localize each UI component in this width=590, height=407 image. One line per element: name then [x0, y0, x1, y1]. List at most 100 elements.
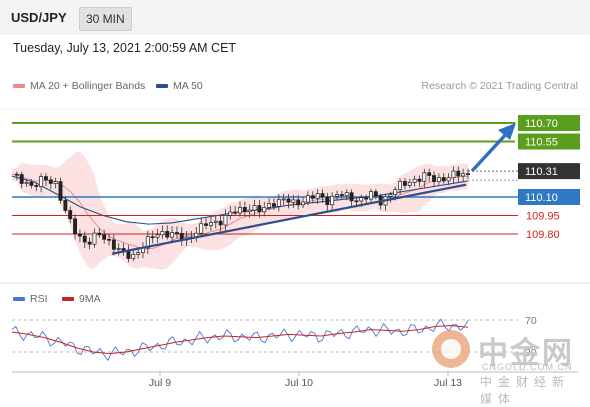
candle-body: [320, 193, 325, 198]
candle-body: [267, 203, 272, 208]
candle-body: [398, 181, 403, 190]
candle-body: [335, 194, 339, 197]
candle-body: [393, 189, 398, 195]
candle: [223, 209, 228, 231]
candle: [87, 237, 92, 250]
candle: [92, 228, 97, 248]
candle: [53, 177, 58, 189]
chart-datetime: Tuesday, July 13, 2021 2:00:59 AM CET: [13, 41, 237, 55]
timeframe-button[interactable]: 30 MIN: [79, 7, 132, 31]
candle: [174, 226, 179, 239]
legend-rsi: RSI: [13, 293, 48, 305]
candle-body: [301, 201, 306, 206]
symbol-label: USD/JPY: [11, 10, 67, 25]
candle: [349, 189, 354, 207]
candle-body: [39, 176, 44, 187]
x-tick-label-1: Jul 10: [285, 377, 313, 389]
candle-body: [150, 236, 155, 239]
candle: [238, 201, 242, 217]
legend-ma20: MA 20 + Bollinger Bands: [13, 80, 145, 92]
ma50-swatch: [156, 84, 168, 89]
candle-body: [19, 174, 24, 184]
candle: [446, 173, 451, 186]
candle: [422, 168, 427, 188]
candle-body: [339, 194, 344, 196]
candle: [320, 189, 325, 203]
candle-body: [296, 199, 301, 206]
candle-body: [354, 200, 359, 203]
candle-body: [446, 177, 451, 182]
candle-body: [272, 203, 276, 207]
candle: [276, 194, 281, 212]
candle-body: [359, 197, 364, 202]
candle-body: [82, 235, 87, 243]
candle-body: [451, 170, 456, 179]
level-label-3: 109.95: [526, 210, 560, 222]
candle-body: [407, 181, 412, 186]
candle-body: [412, 178, 417, 183]
candle-body: [204, 223, 208, 226]
candle: [388, 191, 393, 203]
candle-body: [456, 170, 461, 177]
candle: [339, 190, 344, 199]
candle: [170, 226, 175, 242]
x-tick-label-2: Jul 13: [434, 377, 462, 389]
candle: [407, 178, 412, 189]
candle: [412, 175, 417, 187]
candle-body: [208, 222, 213, 226]
candle-body: [14, 173, 19, 176]
candle-body: [131, 253, 136, 259]
candle-body: [170, 232, 175, 238]
legend-rsi-ma: 9MA: [62, 293, 101, 305]
candle-body: [29, 181, 34, 186]
candle-body: [344, 192, 349, 196]
candle: [257, 199, 262, 218]
candle-body: [107, 238, 111, 241]
candle: [252, 199, 257, 217]
candle-body: [145, 236, 150, 249]
candle-body: [325, 196, 330, 206]
candle-body: [364, 197, 369, 200]
candle-body: [199, 223, 204, 234]
candle-body: [111, 239, 116, 250]
candle: [213, 215, 218, 229]
candle: [456, 166, 461, 183]
candle: [218, 215, 223, 232]
candle-body: [257, 205, 262, 213]
candle: [305, 191, 310, 206]
candle-body: [466, 173, 470, 176]
candle-body: [58, 181, 63, 201]
level-label-0: 110.70: [525, 118, 558, 130]
candle: [427, 168, 432, 182]
candle: [29, 179, 34, 189]
candle: [301, 197, 306, 209]
level-label-1: 110.55: [525, 137, 558, 149]
candle-body: [422, 172, 427, 182]
candle: [369, 188, 373, 203]
candle: [208, 216, 213, 231]
candle: [451, 166, 456, 184]
candle-body: [388, 194, 393, 197]
candle: [344, 189, 349, 201]
ma50-label: MA 50: [173, 80, 203, 92]
candle: [267, 198, 272, 211]
candle: [204, 217, 208, 230]
candle-body: [136, 252, 141, 255]
candle-body: [102, 234, 107, 240]
candle-body: [48, 179, 53, 184]
x-tick-label-0: Jul 9: [149, 377, 171, 389]
candle: [281, 193, 286, 206]
candle-body: [417, 178, 422, 182]
candle: [461, 168, 466, 183]
candle: [39, 173, 44, 193]
candle-body: [291, 199, 296, 203]
candle-body: [53, 181, 58, 184]
candle-body: [44, 176, 48, 181]
candle-body: [68, 210, 73, 220]
rsi-label: RSI: [30, 293, 48, 305]
candle-body: [242, 207, 247, 213]
candle: [77, 229, 82, 243]
candle: [19, 171, 24, 189]
candle-body: [247, 209, 252, 213]
